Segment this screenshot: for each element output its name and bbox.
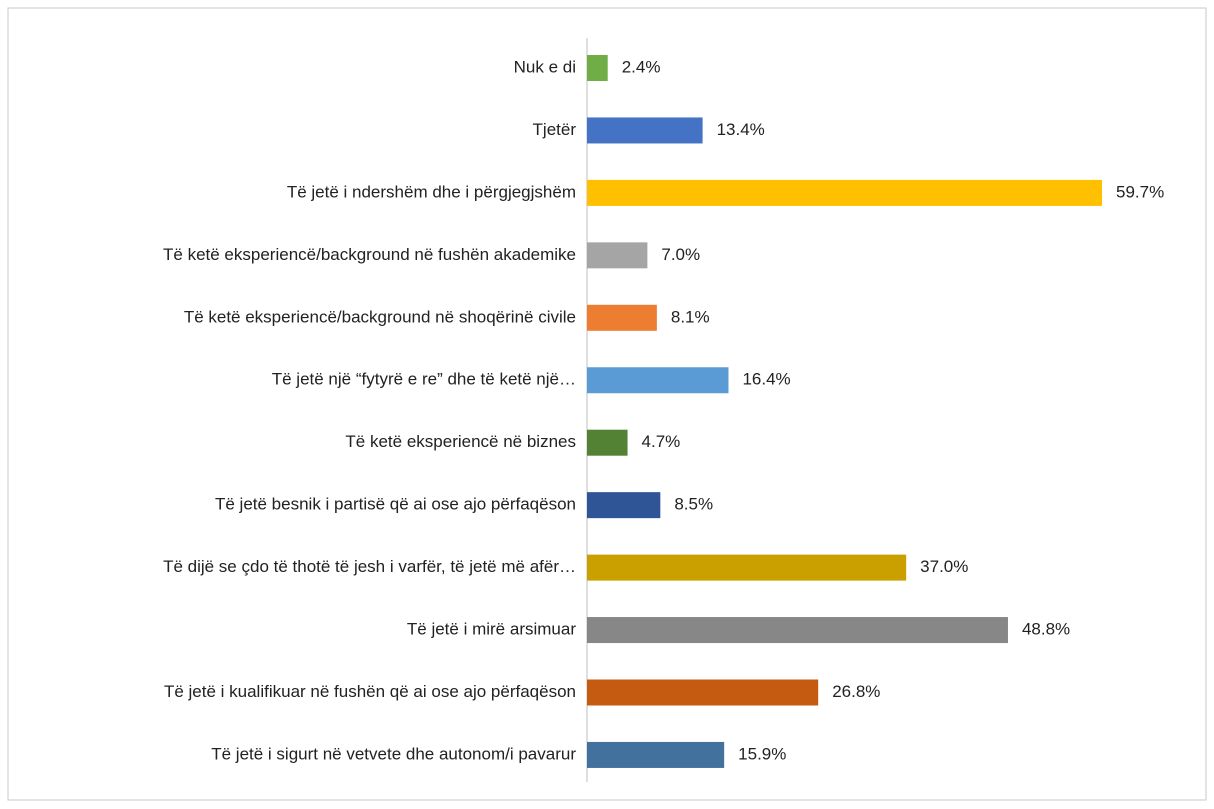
bar bbox=[587, 492, 661, 519]
data-label: 59.7% bbox=[1116, 182, 1164, 201]
category-label: Nuk e di bbox=[514, 57, 576, 76]
data-label: 8.5% bbox=[674, 495, 713, 514]
category-label: Të ketë eksperiencë në biznes bbox=[345, 432, 576, 451]
data-label: 16.4% bbox=[742, 370, 790, 389]
bar bbox=[587, 617, 1008, 644]
bar bbox=[587, 554, 907, 581]
category-label: Të jetë i kualifikuar në fushën që ai os… bbox=[164, 682, 576, 701]
category-label: Të dijë se çdo të thotë të jesh i varfër… bbox=[163, 557, 576, 576]
bar bbox=[587, 179, 1102, 206]
bar bbox=[587, 429, 628, 456]
bar bbox=[587, 741, 725, 768]
category-label: Të ketë eksperiencë/background në fushën… bbox=[163, 245, 576, 264]
category-label: Të jetë i ndershëm dhe i përgjegjshëm bbox=[287, 182, 576, 201]
bar bbox=[587, 304, 657, 331]
category-label: Të jetë i sigurt në vetvete dhe autonom/… bbox=[211, 744, 576, 763]
category-label: Të jetë një “fytyrë e re” dhe të ketë nj… bbox=[272, 370, 576, 389]
data-label: 48.8% bbox=[1022, 620, 1070, 639]
data-label: 13.4% bbox=[717, 120, 765, 139]
data-label: 7.0% bbox=[661, 245, 700, 264]
data-label: 2.4% bbox=[622, 57, 661, 76]
bar bbox=[587, 55, 608, 81]
category-label: Të jetë i mirë arsimuar bbox=[407, 620, 576, 639]
bar bbox=[587, 679, 819, 706]
data-label: 15.9% bbox=[738, 744, 786, 763]
bar bbox=[587, 117, 703, 144]
category-label: Të ketë eksperiencë/background në shoqër… bbox=[184, 307, 576, 326]
category-label: Të jetë besnik i partisë që ai ose ajo p… bbox=[215, 495, 576, 514]
bar bbox=[587, 242, 648, 269]
data-label: 26.8% bbox=[832, 682, 880, 701]
bar bbox=[587, 367, 729, 394]
data-label: 37.0% bbox=[920, 557, 968, 576]
data-label: 4.7% bbox=[642, 432, 681, 451]
data-label: 8.1% bbox=[671, 307, 710, 326]
category-label: Tjetër bbox=[533, 120, 577, 139]
